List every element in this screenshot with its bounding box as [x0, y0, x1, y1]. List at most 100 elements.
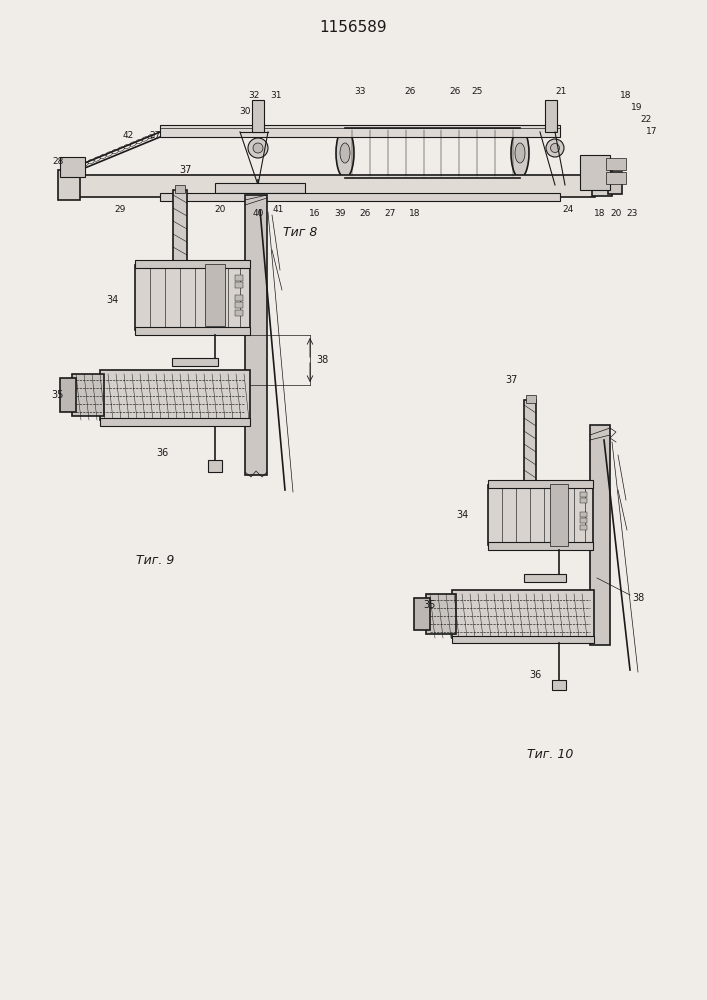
Text: 38: 38	[316, 355, 328, 365]
Text: 17: 17	[646, 127, 658, 136]
Ellipse shape	[515, 143, 525, 163]
Bar	[580, 155, 610, 190]
Text: 27: 27	[385, 209, 396, 218]
Text: 35: 35	[52, 390, 64, 400]
Text: 29: 29	[115, 206, 126, 215]
Text: Τиг 8: Τиг 8	[283, 227, 317, 239]
Bar	[205, 264, 225, 326]
Ellipse shape	[211, 286, 219, 294]
Bar	[580, 512, 587, 517]
Ellipse shape	[511, 128, 529, 178]
Bar	[208, 460, 222, 472]
Bar	[524, 574, 566, 582]
Text: 41: 41	[272, 206, 284, 215]
Text: 32: 32	[248, 91, 259, 100]
Bar	[172, 358, 218, 366]
Bar	[72, 374, 104, 416]
Bar	[60, 157, 85, 177]
Text: 21: 21	[555, 88, 567, 97]
Ellipse shape	[551, 143, 559, 152]
Text: 33: 33	[354, 88, 366, 97]
Bar	[160, 125, 560, 137]
Bar	[235, 302, 243, 308]
Bar	[488, 480, 593, 488]
Text: 18: 18	[595, 209, 606, 218]
Text: 27: 27	[149, 130, 160, 139]
Text: 25: 25	[472, 88, 483, 97]
Bar	[488, 542, 593, 550]
Text: 37: 37	[506, 375, 518, 385]
Text: 26: 26	[359, 209, 370, 218]
Bar	[215, 183, 305, 193]
Bar	[160, 193, 560, 201]
Text: 20: 20	[610, 209, 621, 218]
Text: 19: 19	[631, 104, 643, 112]
Bar	[552, 680, 566, 690]
Bar	[606, 158, 626, 170]
Ellipse shape	[340, 143, 350, 163]
Bar	[590, 425, 610, 645]
Bar	[235, 310, 243, 316]
Bar	[245, 195, 267, 475]
Bar	[235, 295, 243, 301]
Bar	[100, 370, 250, 420]
Bar	[135, 260, 250, 268]
Bar	[606, 172, 626, 184]
Text: 18: 18	[620, 91, 632, 100]
Text: 30: 30	[239, 107, 251, 116]
Ellipse shape	[546, 139, 564, 157]
Bar	[58, 170, 80, 200]
Text: 18: 18	[409, 209, 421, 218]
Text: Τиг. 9: Τиг. 9	[136, 554, 174, 566]
Text: 40: 40	[252, 209, 264, 218]
Ellipse shape	[336, 128, 354, 178]
Text: 38: 38	[632, 593, 644, 603]
Text: 22: 22	[641, 115, 652, 124]
Ellipse shape	[207, 282, 223, 298]
Bar	[173, 190, 187, 290]
Text: 34: 34	[456, 510, 468, 520]
Text: 20: 20	[214, 206, 226, 215]
Bar	[426, 594, 456, 634]
Bar	[592, 170, 612, 196]
Bar	[580, 492, 587, 497]
Text: 23: 23	[626, 209, 638, 218]
Text: Τиг. 10: Τиг. 10	[527, 748, 573, 762]
Bar	[580, 525, 587, 530]
Text: 24: 24	[562, 206, 573, 215]
Ellipse shape	[248, 138, 268, 158]
Text: 16: 16	[309, 209, 321, 218]
Ellipse shape	[551, 502, 566, 518]
Bar	[580, 518, 587, 523]
Bar	[526, 395, 536, 403]
Ellipse shape	[253, 143, 263, 153]
Text: 35: 35	[423, 600, 436, 610]
Text: 36: 36	[529, 670, 541, 680]
Bar	[550, 484, 568, 546]
Text: 26: 26	[450, 88, 461, 97]
Bar	[608, 172, 622, 194]
Bar	[235, 275, 243, 281]
Bar	[135, 327, 250, 335]
Bar	[135, 265, 250, 330]
Bar	[488, 485, 593, 545]
Bar	[414, 598, 430, 630]
Ellipse shape	[556, 506, 563, 514]
Text: 31: 31	[270, 91, 282, 100]
Text: 26: 26	[404, 88, 416, 97]
Bar	[452, 636, 594, 643]
Text: 28: 28	[52, 157, 64, 166]
Text: 42: 42	[122, 130, 134, 139]
Bar	[100, 418, 250, 426]
Bar	[75, 175, 595, 197]
Bar	[252, 100, 264, 132]
Bar	[580, 498, 587, 503]
Bar	[524, 400, 536, 490]
Text: 37: 37	[179, 165, 191, 175]
Bar	[452, 590, 594, 638]
Text: 1156589: 1156589	[319, 20, 387, 35]
Text: 36: 36	[156, 448, 168, 458]
Text: 34: 34	[106, 295, 118, 305]
Bar	[60, 378, 76, 412]
Bar	[175, 185, 185, 193]
